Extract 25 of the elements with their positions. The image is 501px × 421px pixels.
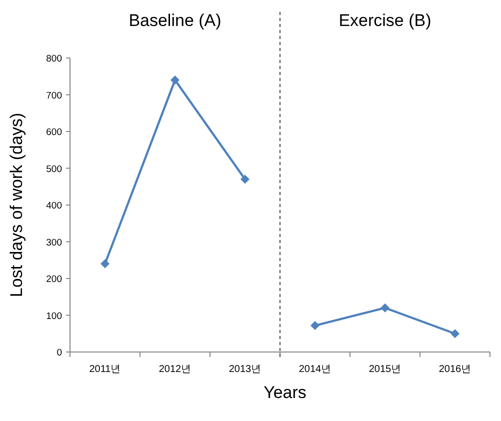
y-tick-label: 700 <box>46 90 62 102</box>
y-tick-label: 100 <box>46 310 62 322</box>
text: Baseline (A) <box>128 11 222 30</box>
x-tick-label: 2011년 <box>89 364 121 375</box>
x-tick-label: 2016년 <box>438 364 472 375</box>
y-tick-label: 200 <box>46 274 62 285</box>
x-tick-label: 2015년 <box>368 364 402 375</box>
y-tick-label: 300 <box>46 237 62 248</box>
point <box>380 303 390 312</box>
point <box>240 174 250 184</box>
x-axis-title: Years <box>264 383 306 402</box>
y-tick-label: 800 <box>46 54 62 64</box>
point <box>310 321 320 330</box>
point <box>170 76 180 85</box>
point <box>100 259 110 268</box>
y-tick-label: 400 <box>46 200 62 212</box>
x-tick-label: 2012년 <box>158 364 192 375</box>
y-tick-label: 500 <box>46 164 62 175</box>
y-tick-label: 600 <box>46 127 62 138</box>
x-tick-label: 2013년 <box>228 364 262 375</box>
point <box>450 329 460 338</box>
y-axis-title: Lost days of work (days) <box>7 112 26 298</box>
x-tick-label: 2014년 <box>298 364 332 375</box>
y-tick-label: 0 <box>56 348 62 358</box>
text: Exercise (B) <box>338 11 432 30</box>
